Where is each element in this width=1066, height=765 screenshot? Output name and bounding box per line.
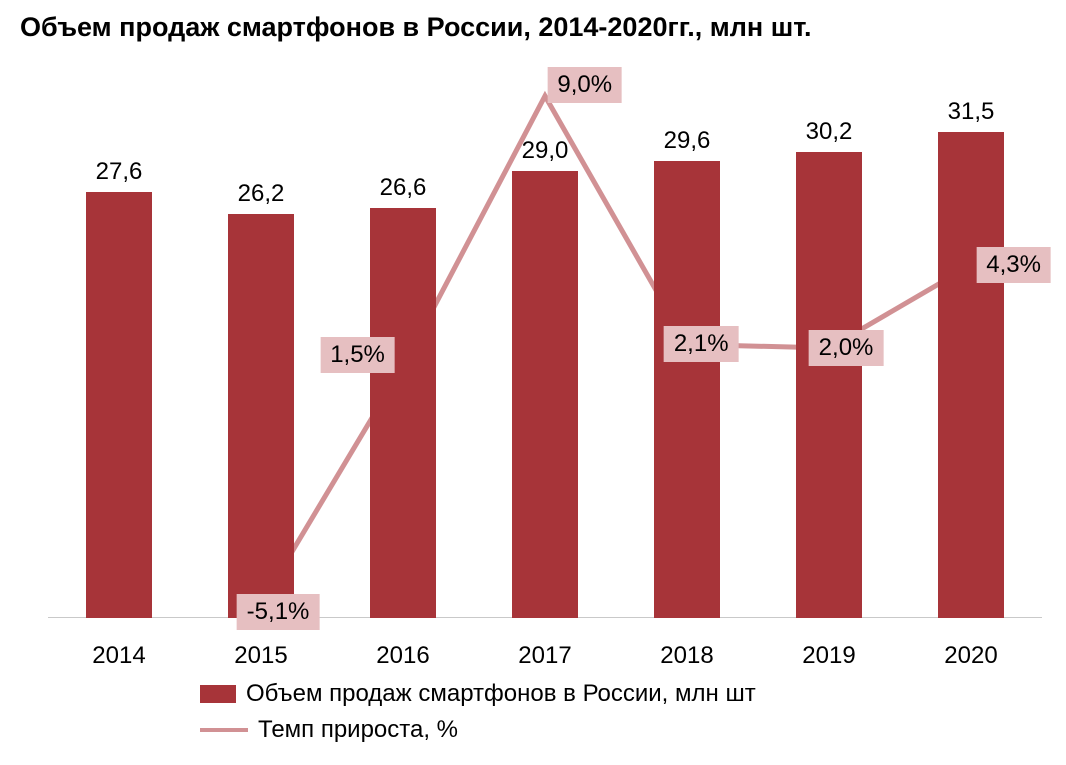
bar [938,132,1003,618]
bar-value-label: 31,5 [948,98,995,126]
x-axis-label: 2015 [234,642,287,670]
plot-area: 27,6201426,2201526,6201629,0201729,62018… [48,78,1042,618]
x-axis-label: 2018 [660,642,713,670]
bar-value-label: 27,6 [96,158,143,186]
x-axis-label: 2019 [802,642,855,670]
growth-label: 2,1% [664,326,739,362]
legend-label: Темп прироста, % [258,716,458,744]
legend-item: Темп прироста, % [200,712,756,748]
x-axis-label: 2020 [944,642,997,670]
bar [512,171,577,618]
x-axis-label: 2016 [376,642,429,670]
bar [370,208,435,618]
bar-value-label: 30,2 [806,118,853,146]
legend: Объем продаж смартфонов в России, млн шт… [200,676,756,748]
chart-container: Объем продаж смартфонов в России, 2014-2… [0,0,1066,765]
bar [228,214,293,618]
growth-label: 9,0% [547,67,622,103]
x-axis-label: 2014 [92,642,145,670]
growth-label: 4,3% [976,247,1051,283]
growth-label: -5,1% [237,594,320,630]
bar-value-label: 29,0 [522,137,569,165]
growth-label: 1,5% [320,337,395,373]
bar-value-label: 26,2 [238,180,285,208]
chart-title: Объем продаж смартфонов в России, 2014-2… [20,12,812,43]
bar [654,161,719,618]
bar [796,152,861,618]
legend-swatch-line [200,728,248,732]
x-axis-label: 2017 [518,642,571,670]
growth-label: 2,0% [809,330,884,366]
legend-swatch-bar [200,685,236,703]
bar [86,192,151,618]
legend-item: Объем продаж смартфонов в России, млн шт [200,676,756,712]
bar-value-label: 29,6 [664,127,711,155]
legend-label: Объем продаж смартфонов в России, млн шт [246,680,756,708]
bar-value-label: 26,6 [380,174,427,202]
